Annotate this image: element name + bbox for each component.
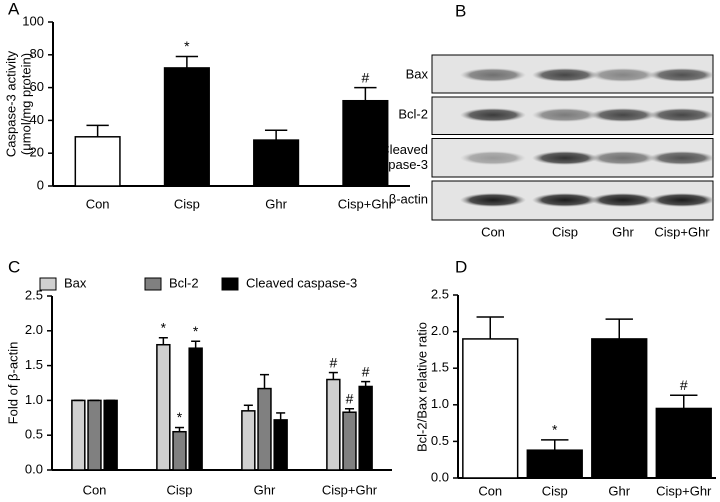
blot-band — [590, 193, 656, 207]
y-tick-label: 0.5 — [431, 433, 449, 448]
bar — [655, 407, 712, 479]
blot-band — [460, 151, 526, 165]
x-tick-label: Ghr — [612, 224, 634, 239]
bar — [257, 387, 272, 471]
y-tick-label: 1.0 — [431, 396, 449, 411]
bar — [71, 399, 86, 471]
annotation: * — [184, 38, 190, 54]
annotation: * — [177, 409, 183, 425]
x-tick-label: Cisp — [552, 224, 578, 239]
blot-band — [590, 68, 656, 82]
panel-label: D — [455, 257, 467, 276]
y-tick-label: 60 — [30, 79, 44, 94]
blot-band — [532, 151, 598, 165]
y-tick-label: 0.0 — [25, 461, 43, 476]
x-tick-label: Cisp+Ghr — [656, 483, 712, 498]
bar — [342, 411, 357, 471]
blot-band — [649, 68, 715, 82]
annotation: # — [329, 354, 337, 370]
y-tick-label: 2.5 — [25, 287, 43, 302]
blot-band — [460, 193, 526, 207]
y-tick-label: 20 — [30, 145, 44, 160]
bar — [156, 343, 171, 471]
annotation: # — [361, 69, 369, 85]
x-tick-label: Cisp+Ghr — [322, 482, 378, 497]
y-tick-label: 100 — [22, 13, 44, 28]
blot-band — [532, 193, 598, 207]
y-tick-label: 2.0 — [431, 323, 449, 338]
bar — [358, 385, 373, 471]
annotation: # — [680, 377, 688, 393]
legend-label: Bax — [64, 275, 87, 290]
blot-band — [649, 193, 715, 207]
x-tick-label: Cisp — [166, 482, 192, 497]
y-axis-label: Bcl-2/Bax relative ratio — [414, 322, 429, 452]
y-tick-label: 2.0 — [25, 322, 43, 337]
blot-row-label: Cleaved — [380, 142, 428, 157]
panel-label: C — [8, 257, 20, 276]
y-axis-label: Fold of β-actin — [5, 342, 20, 425]
annotation: # — [346, 390, 354, 406]
blot-row-label: Bcl-2 — [398, 106, 428, 121]
bar — [87, 399, 102, 471]
y-tick-label: 0.0 — [431, 469, 449, 484]
blot-row-label: β-actin — [389, 191, 428, 206]
bar — [591, 338, 648, 479]
y-tick-label: 1.5 — [431, 360, 449, 375]
bar — [74, 136, 121, 187]
bar — [253, 139, 300, 187]
bar — [326, 378, 341, 471]
x-tick-label: Con — [83, 482, 107, 497]
annotation: * — [193, 323, 199, 339]
bar — [273, 419, 288, 471]
annotation: * — [161, 319, 167, 335]
y-tick-label: 1.0 — [25, 392, 43, 407]
x-tick-label: Cisp+Ghr — [338, 196, 394, 211]
x-tick-label: Cisp — [542, 483, 568, 498]
x-tick-label: Cisp — [174, 196, 200, 211]
x-tick-label: Ghr — [608, 483, 630, 498]
y-axis-label: Caspase-3 activity — [3, 50, 18, 157]
x-tick-label: Con — [478, 483, 502, 498]
blot-band — [649, 108, 715, 122]
blot-band — [532, 108, 598, 122]
legend-swatch — [144, 277, 162, 291]
blot-row-label: Bax — [406, 66, 429, 81]
x-tick-label: Con — [86, 196, 110, 211]
blot-band — [590, 108, 656, 122]
bar — [163, 67, 210, 187]
panel-label: B — [455, 1, 466, 20]
bar — [172, 430, 187, 471]
y-tick-label: 0.5 — [25, 427, 43, 442]
blot-band — [649, 151, 715, 165]
bar — [103, 399, 118, 471]
y-axis-label: (μmol/mg protein) — [18, 53, 33, 155]
blot-band — [532, 68, 598, 82]
y-tick-label: 0 — [37, 177, 44, 192]
legend-label: Cleaved caspase-3 — [246, 275, 357, 290]
bar — [241, 410, 256, 471]
y-tick-label: 40 — [30, 112, 44, 127]
x-tick-label: Cisp+Ghr — [654, 224, 710, 239]
blot-band — [460, 68, 526, 82]
x-tick-label: Ghr — [265, 196, 287, 211]
annotation: * — [552, 422, 558, 438]
y-tick-label: 2.5 — [431, 286, 449, 301]
blot-row-label: caspase-3 — [368, 157, 428, 172]
blot-band — [460, 108, 526, 122]
annotation: # — [362, 363, 370, 379]
legend-label: Bcl-2 — [169, 275, 199, 290]
y-tick-label: 80 — [30, 46, 44, 61]
panel-label: A — [8, 0, 20, 18]
y-tick-label: 1.5 — [25, 357, 43, 372]
legend-swatch — [221, 277, 239, 291]
bar — [188, 347, 203, 471]
bar — [462, 338, 519, 479]
blot-band — [590, 151, 656, 165]
legend-swatch — [39, 277, 57, 291]
x-tick-label: Con — [481, 224, 505, 239]
x-tick-label: Ghr — [254, 482, 276, 497]
bar — [526, 449, 583, 479]
